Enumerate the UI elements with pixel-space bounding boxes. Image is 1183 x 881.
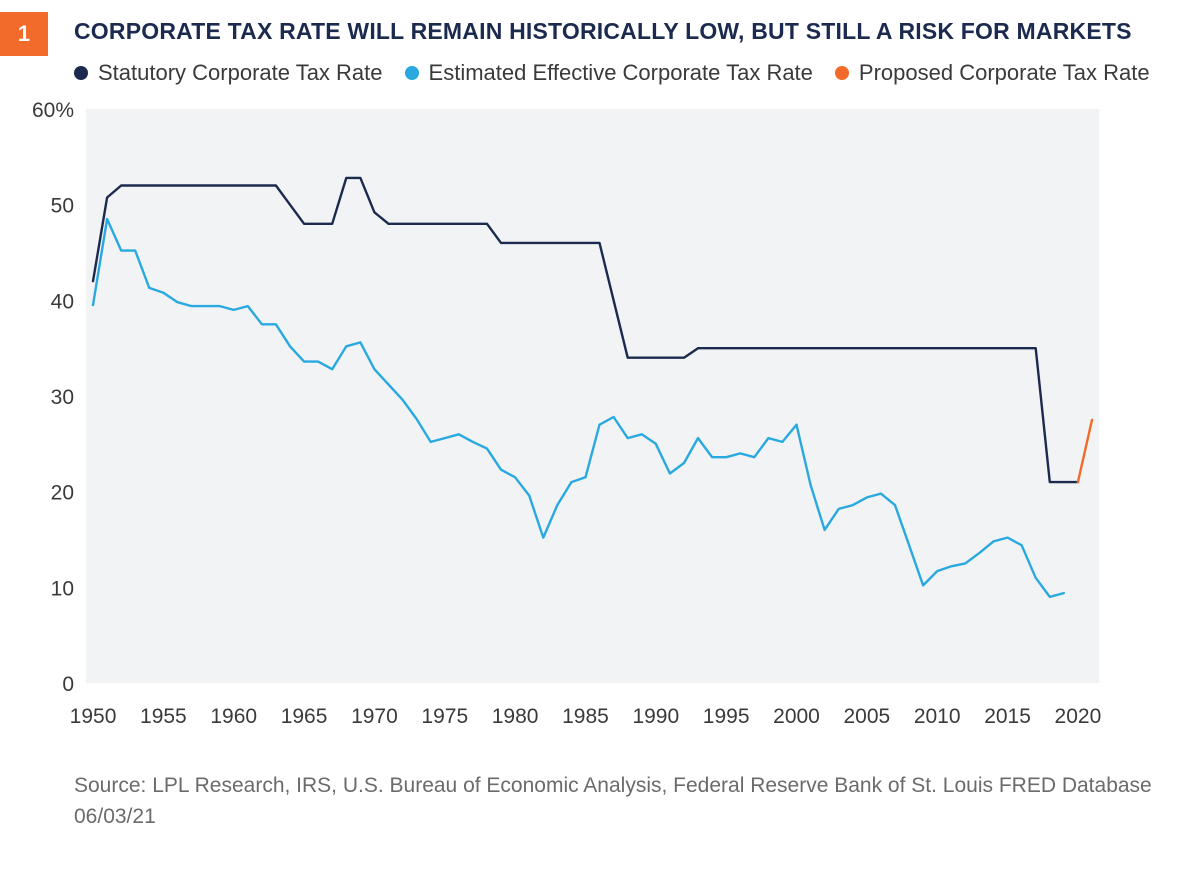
x-tick-label: 1965 xyxy=(281,705,328,728)
y-tick-label: 20 xyxy=(51,482,74,505)
x-tick-label: 1975 xyxy=(421,705,468,728)
x-tick-label: 1985 xyxy=(562,705,609,728)
y-axis: 0 10 20 30 40 50 60% xyxy=(32,99,74,696)
legend-label-statutory: Statutory Corporate Tax Rate xyxy=(98,60,383,85)
series-line-proposed xyxy=(1076,418,1094,484)
x-tick-label: 2010 xyxy=(914,705,961,728)
x-tick-label: 2020 xyxy=(1055,705,1102,728)
x-tick-label: 1960 xyxy=(210,705,257,728)
x-tick-label: 1980 xyxy=(492,705,539,728)
x-tick-label: 2005 xyxy=(843,705,890,728)
legend-marker-effective xyxy=(404,66,419,80)
y-tick-label: 10 xyxy=(51,577,74,600)
source-note: Source: LPL Research, IRS, U.S. Bureau o… xyxy=(74,774,1152,828)
x-axis: 1950 1955 1960 1965 1970 1975 1980 1985 1990 1995… xyxy=(70,705,1102,728)
x-tick-label: 2000 xyxy=(773,705,820,728)
legend-label-proposed: Proposed Corporate Tax Rate xyxy=(858,60,1150,85)
y-tick-label: 0 xyxy=(62,673,74,696)
x-tick-label: 1970 xyxy=(351,705,398,728)
legend-item-statutory: Statutory Corporate Tax Rate xyxy=(74,60,383,86)
x-tick-label: 1995 xyxy=(703,705,750,728)
legend-marker-proposed xyxy=(834,66,849,80)
y-tick-label: 60% xyxy=(32,99,74,122)
x-tick-label: 1950 xyxy=(70,705,117,728)
y-tick-label: 40 xyxy=(51,290,74,313)
legend-marker-statutory xyxy=(74,66,88,80)
y-tick-label: 30 xyxy=(51,386,74,409)
series-layer xyxy=(91,176,1094,599)
legend-label-effective: Estimated Effective Corporate Tax Rate xyxy=(428,60,813,85)
x-tick-label: 1955 xyxy=(140,705,187,728)
figure-number-badge: 1 xyxy=(0,12,48,56)
chart-title: CORPORATE TAX RATE WILL REMAIN HISTORICA… xyxy=(74,18,1132,44)
plot-area xyxy=(86,109,1099,683)
legend-item-effective: Estimated Effective Corporate Tax Rate xyxy=(404,60,813,86)
y-tick-label: 50 xyxy=(51,195,74,218)
chart-legend: Statutory Corporate Tax Rate Estimated E… xyxy=(74,60,1172,86)
series-line-statutory xyxy=(91,176,1080,484)
x-tick-label: 1990 xyxy=(632,705,679,728)
series-line-effective xyxy=(91,217,1066,599)
x-tick-label: 2015 xyxy=(984,705,1031,728)
legend-item-proposed: Proposed Corporate Tax Rate xyxy=(834,60,1150,86)
